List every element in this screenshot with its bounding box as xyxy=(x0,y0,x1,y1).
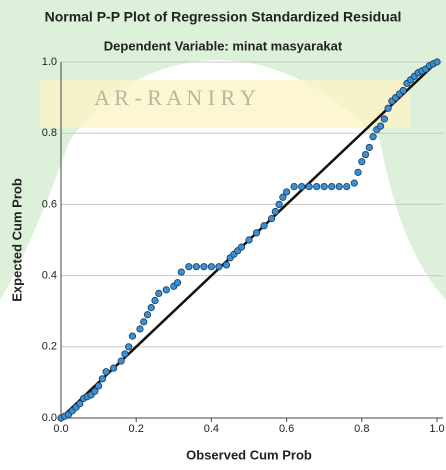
data-point xyxy=(252,229,261,237)
data-point xyxy=(155,289,163,297)
data-point xyxy=(354,168,362,176)
data-point xyxy=(151,296,159,305)
data-point xyxy=(290,183,298,191)
x-axis-label: Observed Cum Prob xyxy=(186,447,312,462)
data-point xyxy=(177,268,185,276)
watermark-band xyxy=(40,80,410,128)
y-tick-label: 0.8 xyxy=(42,127,57,139)
data-point xyxy=(162,286,170,294)
data-point xyxy=(110,364,118,372)
data-point xyxy=(95,382,103,390)
chart-title: Normal P-P Plot of Regression Standardiz… xyxy=(45,9,402,25)
x-tick-label: 0.0 xyxy=(53,423,68,435)
y-tick-label: 0.6 xyxy=(42,198,57,210)
data-point xyxy=(358,158,366,166)
x-tick-label: 1.0 xyxy=(429,423,444,435)
data-point xyxy=(147,304,155,312)
data-point xyxy=(399,86,407,95)
data-point xyxy=(376,122,385,130)
data-point xyxy=(215,263,223,271)
y-axis-label: Expected Cum Prob xyxy=(9,178,24,302)
data-point xyxy=(245,236,253,244)
data-point xyxy=(275,200,283,208)
data-point xyxy=(380,115,388,123)
data-point xyxy=(143,311,152,319)
data-point xyxy=(279,193,287,201)
data-point xyxy=(365,143,373,152)
data-point xyxy=(298,183,306,191)
x-tick-label: 0.4 xyxy=(204,423,219,435)
x-tick-label: 0.8 xyxy=(354,423,369,435)
watermark-shape xyxy=(0,0,446,300)
data-point xyxy=(328,183,336,191)
y-tick-label: 0.2 xyxy=(42,341,57,353)
data-point xyxy=(369,133,377,141)
data-point xyxy=(200,263,208,271)
data-point xyxy=(128,332,137,340)
data-point xyxy=(361,150,370,159)
data-point xyxy=(433,58,441,66)
data-point xyxy=(320,183,328,191)
x-tick-label: 0.2 xyxy=(129,423,144,435)
data-point xyxy=(117,357,125,365)
data-point xyxy=(260,222,268,230)
data-point xyxy=(121,350,129,358)
data-point xyxy=(384,104,392,112)
data-point xyxy=(313,183,321,191)
y-tick-label: 1.0 xyxy=(42,56,57,68)
data-point xyxy=(140,318,148,326)
data-point xyxy=(237,243,246,251)
data-point xyxy=(350,179,358,187)
data-point xyxy=(282,188,291,196)
data-point xyxy=(91,387,99,395)
data-point xyxy=(102,368,110,376)
data-point xyxy=(305,183,313,191)
data-point xyxy=(173,279,182,287)
data-point xyxy=(98,375,106,383)
data-point xyxy=(192,263,200,271)
data-point xyxy=(76,400,84,408)
data-point xyxy=(222,261,231,269)
x-tick-label: 0.6 xyxy=(279,423,294,435)
data-point xyxy=(335,183,343,191)
chart-subtitle: Dependent Variable: minat masyarakat xyxy=(104,38,343,53)
data-point xyxy=(136,325,144,333)
data-point xyxy=(343,183,351,191)
y-tick-label: 0.0 xyxy=(42,412,57,424)
data-point xyxy=(267,215,276,223)
data-point xyxy=(207,263,215,271)
y-tick-label: 0.4 xyxy=(42,270,57,282)
data-point xyxy=(125,343,133,351)
watermark-text: A R - R A N I R Y xyxy=(94,85,256,110)
data-point xyxy=(185,263,193,271)
data-point xyxy=(271,207,279,216)
